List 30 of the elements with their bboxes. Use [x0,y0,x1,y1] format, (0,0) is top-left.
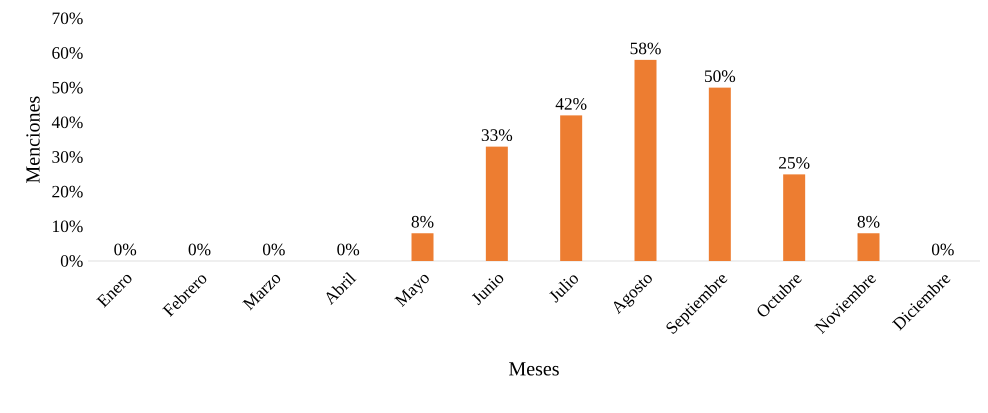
data-label: 8% [412,216,434,228]
y-tick-label: 40% [52,116,83,128]
data-label: 0% [114,244,136,256]
bar [783,174,806,261]
y-axis-title: Menciones [26,96,40,183]
data-label: 0% [337,244,360,256]
y-tick-label: 0% [60,255,83,267]
bar [708,88,731,261]
data-label: 0% [188,244,210,256]
bar [560,115,582,261]
data-label: 8% [858,216,880,228]
data-label: 25% [779,156,810,169]
data-label: 58% [630,42,661,54]
y-tick-label: 30% [52,151,83,163]
bar [858,233,880,261]
data-label: 0% [932,244,954,256]
y-tick-label: 60% [52,47,83,59]
x-axis-title: Meses [509,362,559,376]
y-tick-label: 10% [53,220,83,232]
data-label: 42% [556,98,586,110]
data-label: 50% [704,70,736,82]
x-tick-label: Julio [549,275,578,303]
y-tick-label: 20% [52,186,83,198]
y-tick-label: 50% [52,82,83,94]
bar [412,233,434,261]
data-label: 0% [262,244,285,256]
bar [634,60,657,261]
data-label: 33% [482,129,512,141]
bar [486,146,508,261]
y-tick-label: 70% [52,12,83,24]
